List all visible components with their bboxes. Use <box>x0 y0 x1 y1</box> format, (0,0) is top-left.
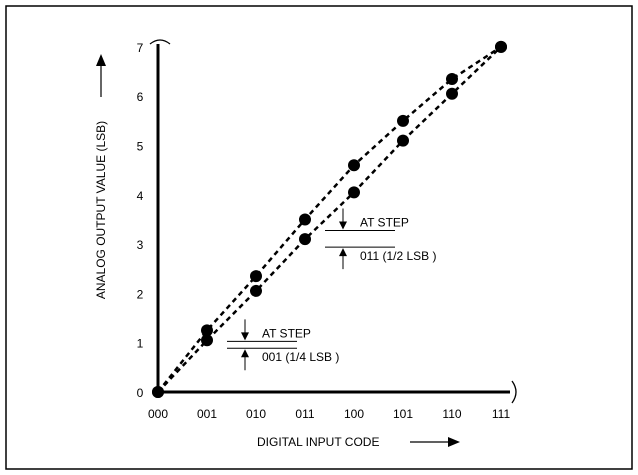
x-tick-label: 010 <box>246 407 266 421</box>
data-point <box>201 334 213 347</box>
data-point <box>152 386 164 398</box>
x-tick-label: 100 <box>344 407 364 421</box>
data-point <box>397 134 409 147</box>
step-annotation-2: AT STEP 011 (1/2 LSB ) <box>325 208 437 270</box>
data-point <box>299 213 311 226</box>
x-axis-label: DIGITAL INPUT CODE <box>257 435 379 449</box>
data-point <box>446 72 458 85</box>
x-tick-label: 111 <box>492 407 511 421</box>
series-line-2 <box>157 45 502 393</box>
x-tick-label: 011 <box>295 407 314 421</box>
series-line-1 <box>157 45 502 393</box>
x-axis-arrow <box>410 437 460 447</box>
data-point <box>348 159 360 172</box>
axes <box>149 39 517 404</box>
y-tick-label: 4 <box>137 189 144 203</box>
x-tick-label: 000 <box>148 407 168 421</box>
y-axis-arrow <box>96 54 106 97</box>
data-point <box>397 114 409 127</box>
data-points <box>152 40 507 398</box>
data-point <box>201 324 213 337</box>
y-tick-label: 3 <box>137 238 144 252</box>
y-axis-break <box>149 39 171 45</box>
annotations: AT STEP 001 (1/4 LSB ) AT STEP 011 (1/2 LSB… <box>227 208 437 371</box>
y-tick-labels: 0 1 2 3 4 5 6 7 <box>137 41 144 400</box>
data-point <box>446 87 458 100</box>
x-tick-label: 101 <box>393 407 413 421</box>
step-annotation-1: AT STEP 001 (1/4 LSB ) <box>227 319 339 371</box>
y-tick-label: 1 <box>137 337 144 351</box>
x-tick-label: 110 <box>442 407 461 421</box>
annotation-arrowhead-up <box>241 349 249 358</box>
data-point <box>250 270 262 283</box>
annotation-line2: 011 (1/2 LSB ) <box>360 249 437 263</box>
annotation-line1: AT STEP <box>360 215 409 229</box>
data-point <box>250 284 262 297</box>
annotation-arrowhead-up <box>339 248 347 257</box>
annotation-arrowhead-down <box>339 221 347 230</box>
y-tick-label: 6 <box>137 90 144 104</box>
annotation-arrowhead-down <box>241 332 249 341</box>
x-tick-labels: 000 001 010 011 100 101 110 111 <box>148 407 510 421</box>
data-point <box>299 233 311 246</box>
data-point <box>495 40 507 53</box>
y-axis-label: ANALOG OUTPUT VALUE (LSB) <box>94 121 108 299</box>
y-tick-label: 7 <box>137 41 144 55</box>
y-tick-label: 5 <box>137 140 144 154</box>
series-lines <box>157 45 502 393</box>
y-tick-label: 0 <box>137 386 144 400</box>
figure-frame <box>5 5 633 470</box>
x-tick-label: 001 <box>197 407 217 421</box>
annotation-line1: AT STEP <box>262 326 311 340</box>
data-point <box>348 186 360 199</box>
y-tick-label: 2 <box>137 287 144 301</box>
x-axis-break <box>511 380 517 404</box>
annotation-line2: 001 (1/4 LSB ) <box>262 350 339 364</box>
